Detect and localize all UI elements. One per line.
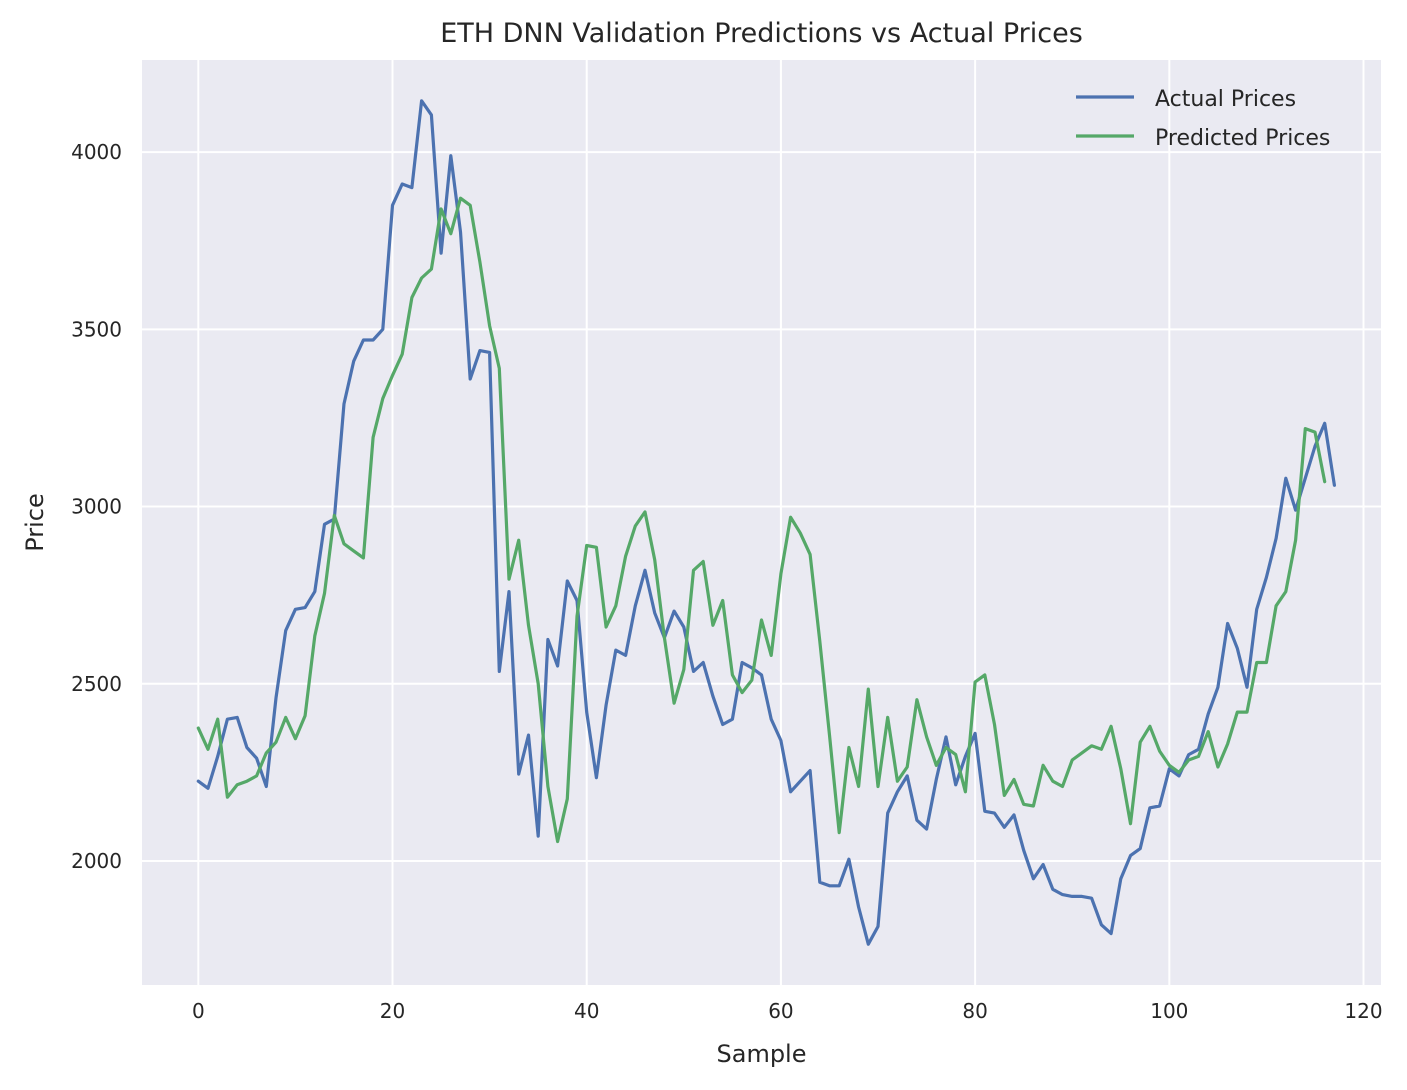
- series-line-predicted-prices: [196, 196, 1327, 844]
- x-tick-label: 60: [768, 999, 793, 1023]
- y-axis-label: Price: [21, 493, 49, 552]
- x-tick-label: 100: [1150, 999, 1188, 1023]
- series-line-actual-prices: [196, 99, 1337, 946]
- x-axis-label: Sample: [717, 1040, 807, 1068]
- y-tick-label: 3500: [71, 317, 122, 341]
- series-lines: [196, 99, 1337, 946]
- legend-label-actual-prices: Actual Prices: [1155, 87, 1296, 112]
- legend: Actual Prices Predicted Prices: [1076, 87, 1330, 151]
- y-tick-label: 2500: [71, 672, 122, 696]
- x-tick-label: 40: [574, 999, 599, 1023]
- x-tick-label: 80: [962, 999, 987, 1023]
- y-tick-label: 2000: [71, 849, 122, 873]
- y-tick-label: 4000: [71, 140, 122, 164]
- x-tick-label: 0: [192, 999, 205, 1023]
- tick-labels: 0 20 40 60 80 100 120 2000 2500 3000 3500 4000: [71, 140, 1383, 1023]
- x-tick-label: 20: [380, 999, 405, 1023]
- chart-title: ETH DNN Validation Predictions vs Actual…: [440, 18, 1083, 49]
- x-tick-label: 120: [1344, 999, 1382, 1023]
- y-tick-label: 3000: [71, 495, 122, 519]
- plot-area: [142, 60, 1381, 985]
- legend-label-predicted-prices: Predicted Prices: [1155, 126, 1330, 151]
- grid: [142, 60, 1381, 985]
